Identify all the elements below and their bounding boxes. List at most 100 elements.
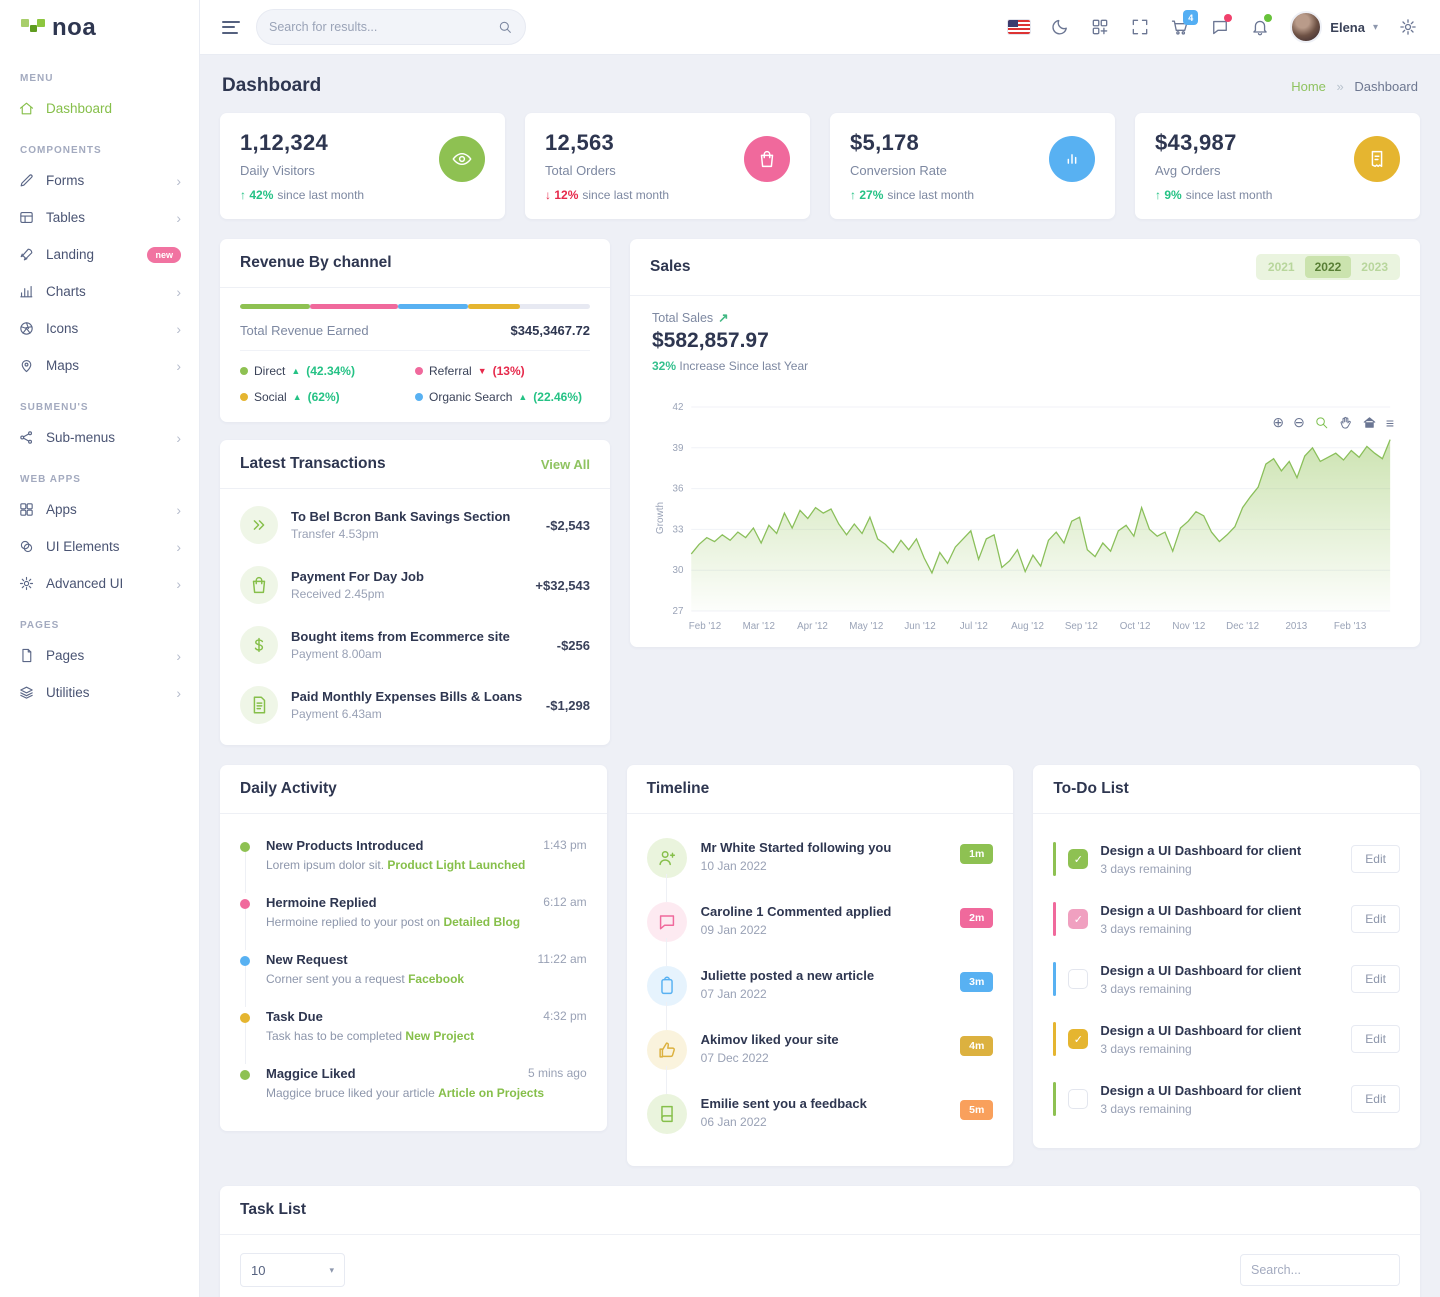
year-tabs: 2021 2022 2023 (1255, 254, 1400, 280)
sidebar-item[interactable]: Icons › (0, 310, 199, 347)
todo-checkbox[interactable]: ✓ (1068, 849, 1089, 869)
sidebar-item[interactable]: Maps › (0, 347, 199, 384)
sidebar-section-label: MENU (20, 73, 54, 84)
stat-card: 1,12,324 Daily Visitors ↑ 42% since last … (220, 113, 505, 219)
svg-text:Apr '12: Apr '12 (797, 621, 828, 632)
fullscreen-icon[interactable] (1130, 17, 1150, 37)
sidebar-item[interactable]: Dashboard (0, 90, 199, 127)
svg-text:Growth: Growth (655, 502, 666, 534)
reset-zoom-icon[interactable] (1362, 415, 1377, 430)
brand-logo[interactable]: noa (0, 0, 199, 55)
sidebar-section-label: COMPONENTS (20, 145, 102, 156)
task-list-card: Task List 10 ▾ Assigned To↑↓Task↑↓Projec… (220, 1186, 1420, 1297)
sidebar-item[interactable]: Charts › (0, 273, 199, 310)
trend-up-arrow-icon: ↗ (718, 311, 729, 325)
edit-button[interactable]: Edit (1351, 845, 1400, 873)
settings-icon[interactable] (1398, 17, 1418, 37)
sidebar-item-label: Tables (46, 210, 86, 225)
timeline-item: Emilie sent you a feedback 06 Jan 2022 5… (646, 1084, 994, 1148)
eye-icon (439, 136, 485, 182)
year-tab[interactable]: 2023 (1361, 260, 1388, 274)
selection-zoom-icon[interactable] (1314, 415, 1329, 430)
activity-link[interactable]: Product Light Launched (387, 858, 526, 872)
transaction-subtitle: Received 2.45pm (291, 587, 385, 601)
timeline-item: Mr White Started following you 10 Jan 20… (646, 828, 994, 902)
sidebar-item[interactable]: Utilities › (0, 674, 199, 711)
activity-link[interactable]: Facebook (408, 972, 465, 986)
cart-button[interactable]: 4 (1170, 10, 1199, 37)
messages-button[interactable] (1210, 14, 1233, 37)
table-search-input[interactable] (1240, 1254, 1400, 1286)
edit-button[interactable]: Edit (1351, 1025, 1400, 1053)
menu-toggle-icon[interactable] (222, 20, 240, 34)
sales-area-chart: 27 30 33 36 39 42 Feb '12 Mar '12 Apr '12 May '12… (655, 402, 1391, 632)
sidebar-item-label: Advanced UI (46, 576, 124, 591)
activity-title: Maggice Liked (266, 1066, 356, 1081)
legend-label: Organic Search (429, 390, 513, 404)
activity-link[interactable]: Article on Projects (438, 1086, 545, 1100)
dark-mode-icon[interactable] (1050, 17, 1070, 37)
sidebar-item[interactable]: Pages › (0, 637, 199, 674)
language-flag-icon[interactable] (1008, 20, 1031, 34)
legend-dot (240, 367, 248, 375)
search-input[interactable] (269, 20, 489, 34)
page-size-select[interactable]: 10 ▾ (240, 1253, 345, 1287)
transaction-amount: -$256 (556, 637, 590, 653)
revenue-segment (467, 304, 520, 309)
map-pin-icon (18, 357, 35, 374)
todo-subtitle: 3 days remaining (1100, 1101, 1192, 1116)
todo-checkbox[interactable]: ✓ (1068, 1089, 1089, 1109)
transaction-amount: -$1,298 (545, 697, 590, 713)
timeline-badge: 3m (960, 972, 994, 992)
sidebar-item[interactable]: Apps › (0, 491, 199, 528)
apps-grid-icon[interactable] (1090, 17, 1110, 37)
sidebar-item[interactable]: UI Elements › (0, 528, 199, 565)
sidebar-item[interactable]: Tables › (0, 199, 199, 236)
breadcrumb-home[interactable]: Home (1291, 78, 1326, 94)
global-search[interactable] (256, 9, 526, 45)
ui-circles-icon (18, 538, 35, 555)
grid-icon (18, 501, 35, 518)
edit-button[interactable]: Edit (1351, 965, 1400, 993)
sales-card: Sales 2021 2022 2023 Total Sales ↗ $582,857… (630, 239, 1420, 647)
chevrons-icon (240, 506, 278, 544)
edit-button[interactable]: Edit (1351, 905, 1400, 933)
todo-subtitle: 3 days remaining (1100, 861, 1192, 876)
search-icon[interactable] (497, 19, 513, 35)
view-all-link[interactable]: View All (540, 456, 590, 472)
sidebar-item[interactable]: Sub-menus › (0, 419, 199, 456)
chart-bars-icon (18, 283, 35, 300)
revenue-segment (310, 304, 398, 309)
cart-badge: 4 (1183, 10, 1199, 25)
clipboard-icon (646, 966, 687, 1006)
svg-text:Jun '12: Jun '12 (904, 621, 935, 632)
zoom-in-icon[interactable]: ⊕ (1272, 414, 1285, 430)
todo-color-bar (1053, 1082, 1057, 1116)
chart-menu-icon[interactable]: ≡ (1385, 414, 1394, 431)
edit-button[interactable]: Edit (1351, 1085, 1400, 1113)
notifications-button[interactable] (1250, 14, 1273, 37)
legend-dot (415, 367, 423, 375)
activity-desc: Hermoine replied to your post on Detaile… (266, 915, 521, 929)
year-tab[interactable]: 2022 (1304, 256, 1352, 278)
todo-checkbox[interactable]: ✓ (1068, 1029, 1089, 1049)
todo-checkbox[interactable]: ✓ (1068, 909, 1089, 929)
sidebar-item[interactable]: Advanced UI › (0, 565, 199, 602)
todo-checkbox[interactable]: ✓ (1068, 969, 1089, 989)
sidebar-item-label: Maps (46, 358, 80, 373)
pencil-icon (18, 172, 35, 189)
sidebar-section-label: PAGES (20, 620, 60, 631)
sidebar-item[interactable]: Landing new (0, 236, 199, 273)
year-tab[interactable]: 2021 (1267, 260, 1295, 274)
comment-icon (646, 902, 687, 942)
stat-value: $5,178 (850, 130, 920, 155)
activity-link[interactable]: Detailed Blog (443, 915, 521, 929)
sidebar-item[interactable]: Forms › (0, 162, 199, 199)
zoom-out-icon[interactable]: ⊖ (1293, 414, 1305, 430)
activity-link[interactable]: New Project (405, 1029, 475, 1043)
timeline-card: Timeline Mr White Started following you … (626, 765, 1014, 1166)
sidebar-section: WEB APPS Apps › (0, 456, 199, 602)
user-menu[interactable]: Elena ▾ (1290, 11, 1378, 43)
timeline-badge: 2m (960, 908, 994, 928)
pan-icon[interactable] (1338, 415, 1353, 430)
